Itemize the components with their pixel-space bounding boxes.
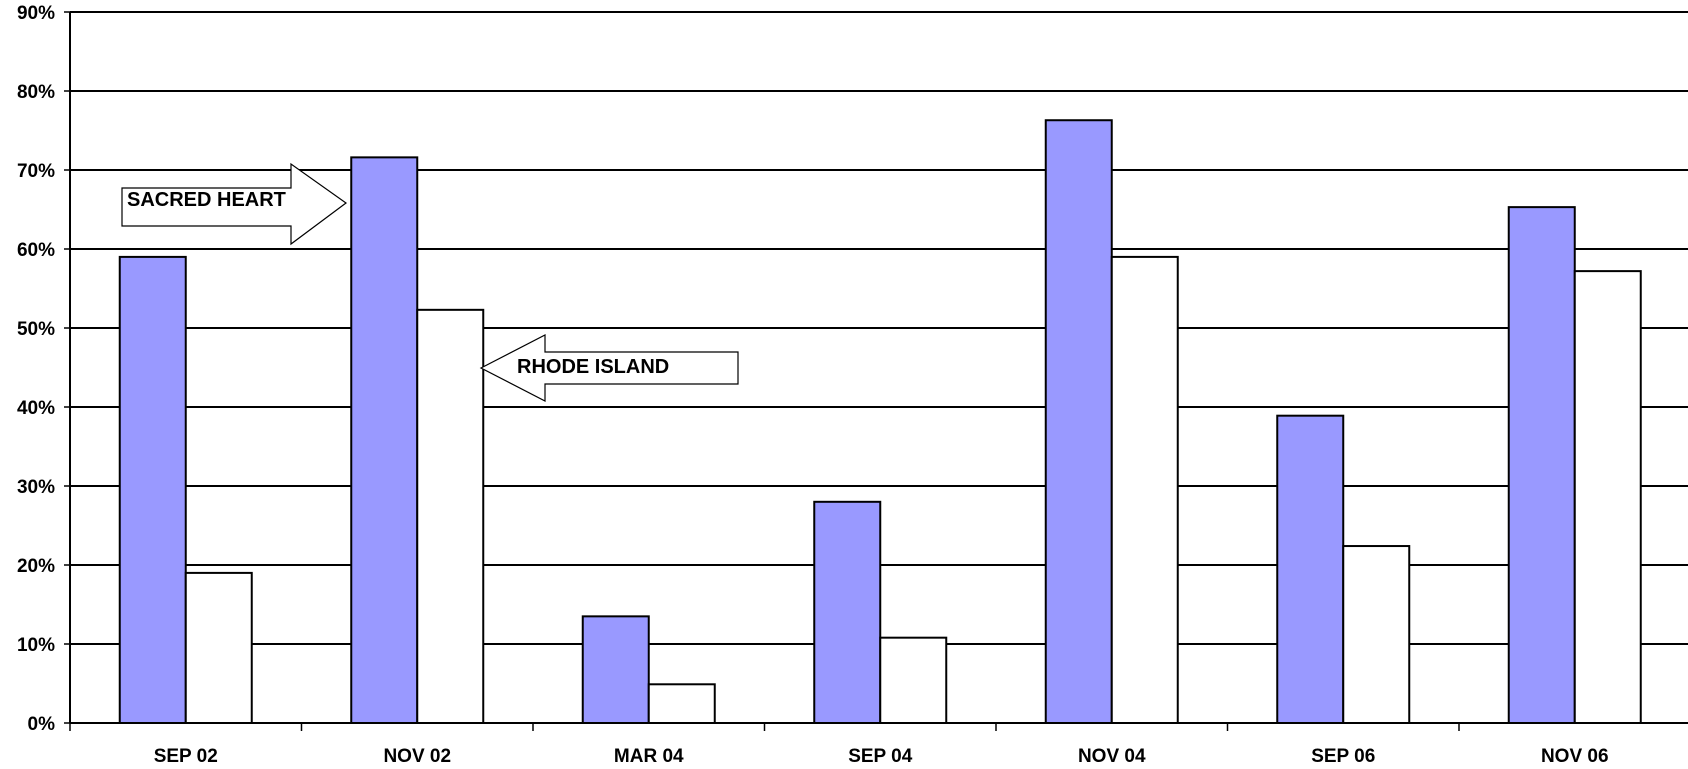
bar-sacred-heart [1044,119,1113,725]
sacred-heart-label: SACRED HEART [127,189,286,211]
bars [118,119,1642,725]
bar-rhode-island [1110,255,1179,724]
bar-sacred-heart [1276,414,1345,724]
y-tick-label: 90% [17,3,55,24]
x-tick-label: NOV 06 [1541,746,1609,767]
y-tick-label: 40% [17,398,55,419]
rhode-island-arrow-shape [479,334,739,402]
sacred-heart-callout: SACRED HEART [121,162,348,246]
bar-rhode-island [647,683,716,724]
y-tick-label: 60% [17,240,55,261]
y-axis-ticks: 0% 10% 20% 30% 40% 50% 60% 70% 80% 90% [17,3,70,735]
bar-rhode-island [879,636,948,724]
bar-sacred-heart [813,500,882,724]
x-tick-label: MAR 04 [614,746,684,767]
gridlines [70,11,1688,645]
rhode-island-callout: RHODE ISLAND [479,334,739,402]
y-tick-label: 70% [17,161,55,182]
x-tick-label: SEP 06 [1311,746,1375,767]
bar-sacred-heart [118,255,187,724]
bar-rhode-island [184,571,253,725]
bar-rhode-island [1573,270,1642,724]
y-tick-label: 0% [28,714,56,735]
rhode-island-label: RHODE ISLAND [517,356,669,378]
y-tick-label: 10% [17,635,55,656]
bar-rhode-island [416,308,485,724]
x-tick-label: SEP 04 [848,746,913,767]
bar-sacred-heart [350,156,419,725]
bar-sacred-heart [581,615,650,724]
y-tick-label: 20% [17,556,55,577]
y-tick-label: 50% [17,319,55,340]
x-tick-label: NOV 02 [383,746,451,767]
axes [69,12,1688,724]
x-tick-label: SEP 02 [154,746,218,767]
bar-rhode-island [1342,545,1411,724]
sacred-heart-arrow-shape [121,162,348,246]
x-axis-ticks: SEP 02 NOV 02 MAR 04 SEP 04 NOV 04 SEP 06 NOV … [69,723,1609,767]
x-tick-label: NOV 04 [1078,746,1146,767]
y-tick-label: 30% [17,477,55,498]
bar-sacred-heart [1507,206,1576,724]
y-tick-label: 80% [17,82,55,103]
